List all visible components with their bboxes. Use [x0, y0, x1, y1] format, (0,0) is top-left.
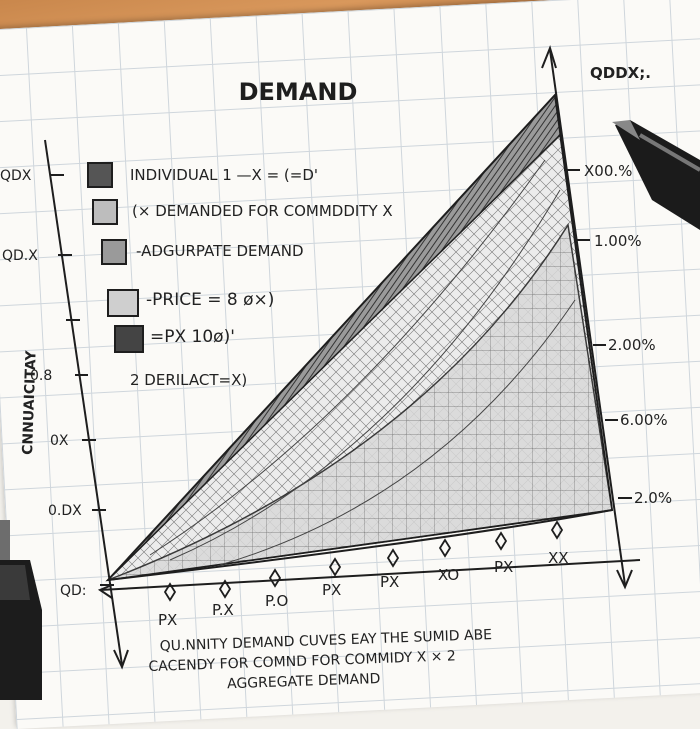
left-tick-0: QDX: [0, 168, 32, 184]
legend-label-3: -ADGURPATE DEMAND: [136, 242, 304, 260]
bottom-tick-1: P.X: [212, 601, 234, 619]
curve-line-3: [219, 299, 576, 566]
bottom-tick-4: PX: [380, 573, 399, 591]
right-tick-2: 2.00%: [608, 336, 656, 354]
left-ticks: [50, 174, 114, 586]
legend-swatch-1: [87, 162, 113, 188]
bottom-axis-line: [99, 559, 641, 591]
curve-line-1: [149, 159, 546, 556]
demand-diagram: DEMAND QDDX;. INDIVIDUAL 1 —X = (=D' (× …: [0, 44, 700, 700]
legend-extra-label: 2 DERILACT=X): [130, 371, 247, 389]
bottom-axis-arrow: [97, 584, 113, 599]
left-tick-5: QD:: [60, 583, 87, 599]
curve-line-2: [169, 189, 561, 561]
legend-swatch-4: [107, 289, 139, 317]
right-tick-1: 1.00%: [594, 232, 642, 250]
bottom-tick-0: PX: [158, 611, 177, 629]
right-axis-arrow-top: [541, 44, 557, 69]
bottom-tick-6: PX: [494, 558, 513, 576]
legend-swatch-3: [101, 239, 127, 265]
left-tick-4: 0.DX: [48, 503, 82, 519]
bottom-tick-5: XO: [438, 566, 459, 584]
bottom-tick-2: P.O: [265, 592, 288, 610]
demand-curves: [105, 92, 614, 582]
caption-line-2: AGGREGATE DEMAND: [227, 671, 381, 692]
legend-swatch-5: [114, 325, 144, 353]
left-tick-3: 0X: [50, 433, 69, 449]
market-demand-band: [107, 222, 613, 581]
left-tick-1: QD.X: [2, 248, 38, 264]
left-axis-arrow: [113, 649, 129, 670]
left-tick-2: 0.8: [30, 368, 52, 384]
legend: INDIVIDUAL 1 —X = (=D' (× DEMANDED FOR C…: [87, 162, 393, 389]
bottom-tick-marks: [163, 520, 564, 602]
legend-label-2: (× DEMANDED FOR COMMDDITY X: [132, 202, 393, 220]
legend-label-4: -PRICE = 8 ø×): [146, 290, 274, 310]
right-tick-4: 2.0%: [634, 489, 672, 507]
legend-label-5: =PX 10ø)': [150, 327, 235, 347]
pen-right: [612, 120, 700, 230]
diagram-title: DEMAND: [239, 78, 358, 106]
base-demand-curve: [107, 509, 613, 581]
right-tick-0: X00.%: [584, 162, 632, 180]
right-axis-line: [549, 49, 626, 586]
right-ticks: [564, 169, 632, 499]
left-axis-label: CNNUAICITAY: [20, 350, 40, 456]
right-tick-3: 6.00%: [620, 411, 668, 429]
pen-left: [0, 520, 42, 700]
bottom-tick-7: XX: [548, 549, 569, 567]
axis-top-label: QDDX;.: [590, 64, 651, 82]
right-axis-arrow-bottom: [616, 569, 633, 590]
legend-label-1: INDIVIDUAL 1 —X = (=D': [130, 166, 318, 184]
caption: QU.NNITY DEMAND CUVES EAY THE SUMID ABE …: [148, 627, 492, 692]
legend-swatch-2: [92, 199, 118, 225]
bottom-tick-3: PX: [322, 581, 341, 599]
